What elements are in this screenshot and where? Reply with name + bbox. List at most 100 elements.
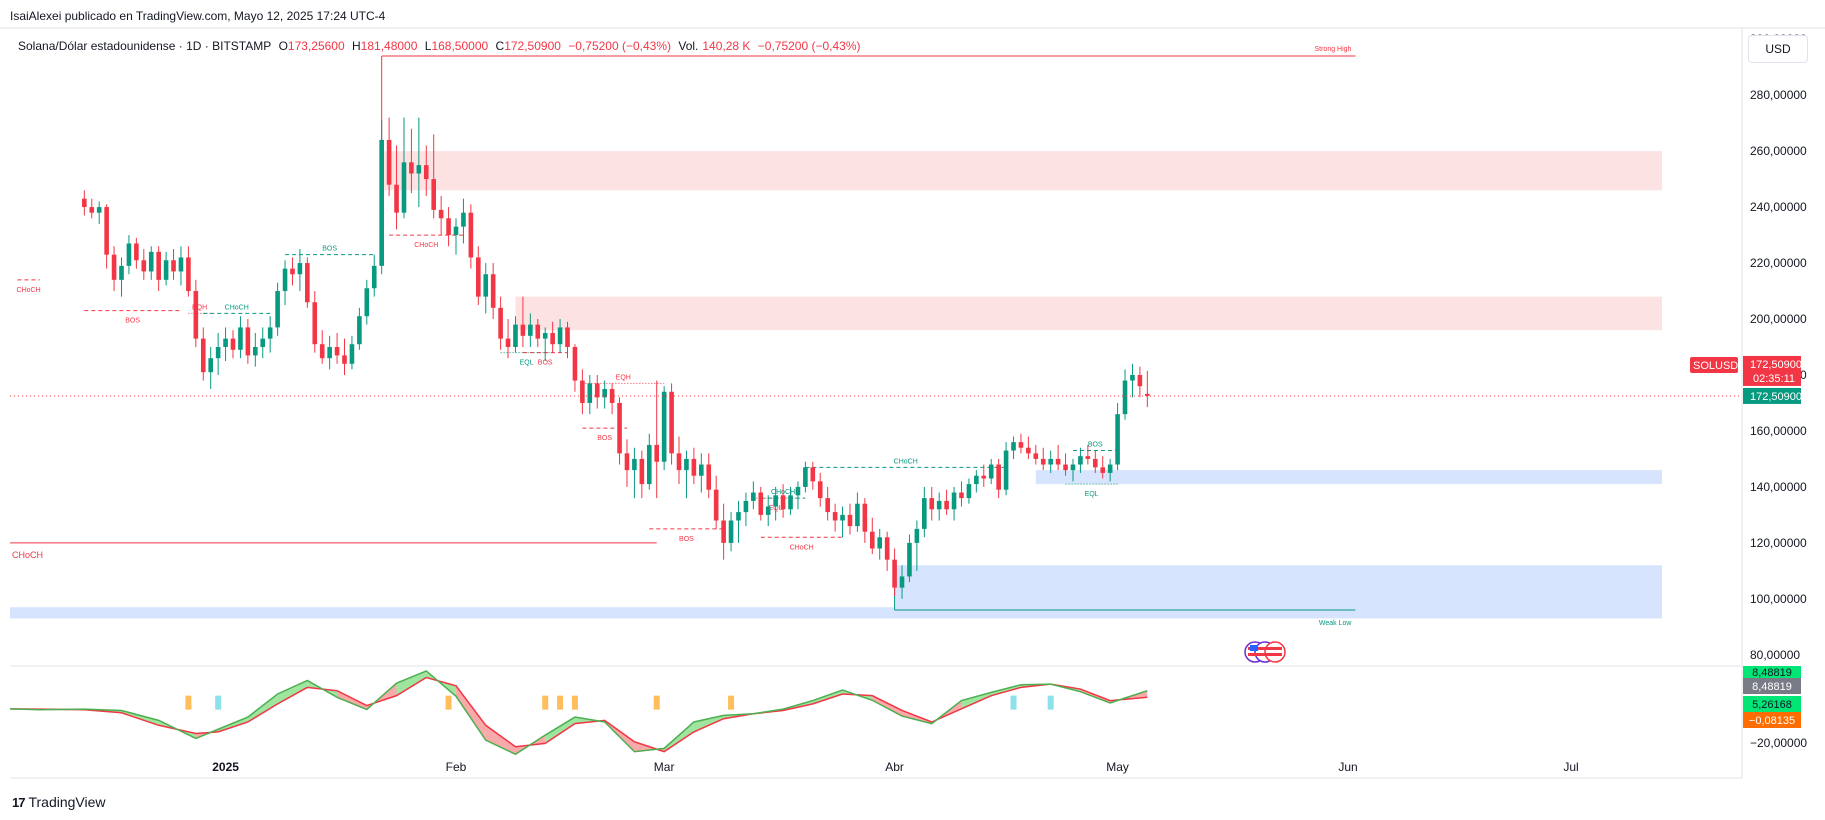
candle-body	[334, 347, 340, 356]
candle-body	[171, 260, 176, 272]
candle-body	[238, 327, 243, 350]
candle-body	[148, 251, 154, 272]
candle-body	[156, 251, 161, 280]
symbol-name[interactable]: Solana/Dólar estadounidense · 1D · BITST…	[18, 39, 272, 53]
candle-body	[364, 288, 370, 317]
currency-button[interactable]: USD	[1748, 35, 1808, 63]
y-tick-label: 280,00000	[1750, 88, 1807, 102]
level-label: Weak Low	[1319, 620, 1352, 627]
candle-body	[936, 500, 942, 510]
candle-body	[513, 324, 518, 347]
osc-fill	[456, 685, 486, 741]
flag-icons[interactable]	[1244, 641, 1286, 663]
tradingview-logo[interactable]: 17 TradingView	[12, 794, 106, 810]
osc-tag-3-bg	[1743, 696, 1801, 712]
y-tick-label: 200,00000	[1750, 312, 1807, 326]
volume-change: −0,75200 (−0,43%)	[757, 39, 861, 53]
structure-label-3: CHoCH	[225, 304, 249, 311]
candle-body	[104, 207, 109, 255]
candle-body	[751, 492, 756, 501]
candle-body	[446, 218, 451, 236]
candle-body	[461, 212, 466, 227]
price-axis[interactable]: 80,00000 100,00000 120,00000 140,00000 160,0…	[1750, 32, 1807, 662]
candle-body	[699, 464, 704, 476]
y-tick-label: 100,00000	[1750, 592, 1807, 606]
us-flag-icon[interactable]	[1264, 641, 1286, 663]
candle-body	[498, 307, 503, 339]
candle-body	[758, 492, 764, 515]
candle-body	[922, 498, 927, 529]
candle-body	[550, 333, 555, 345]
osc-fill	[337, 690, 367, 710]
symbol-legend[interactable]: Solana/Dólar estadounidense · 1D · BITST…	[18, 39, 865, 53]
candle-body	[602, 388, 607, 398]
candle-body	[186, 257, 191, 292]
candle-body	[379, 139, 384, 266]
candle-body	[342, 355, 347, 364]
candle-body	[438, 209, 444, 219]
osc-fill	[485, 725, 516, 755]
time-axis[interactable]: 2025 Feb Mar Abr May Jun Jul	[212, 760, 1578, 774]
candle-body	[223, 338, 228, 347]
volume-label: Vol.	[678, 39, 699, 53]
osc-signal-bar	[557, 695, 564, 710]
candle-body	[765, 506, 771, 515]
candle-body	[282, 268, 288, 292]
candle-body	[245, 327, 251, 356]
tradingview-brand: TradingView	[28, 794, 106, 810]
candle-body	[1018, 442, 1024, 448]
close-label: C	[495, 39, 505, 53]
y-tick-label: 140,00000	[1750, 480, 1807, 494]
zones-layer	[10, 151, 1663, 619]
candle-body	[817, 481, 823, 499]
close-value: 172,50900	[504, 39, 561, 53]
candle-body	[840, 514, 845, 521]
demand-zone-4	[10, 607, 1662, 619]
candles-layer	[82, 117, 1150, 599]
candle-body	[134, 243, 139, 261]
level-label: CHoCH	[12, 550, 43, 560]
structure-label-14: CHoCH	[894, 458, 918, 465]
demand-zone-3	[894, 565, 1662, 613]
candle-body	[580, 380, 585, 403]
price-tag-price: 172,50900	[1750, 359, 1802, 371]
candle-body	[401, 162, 407, 213]
y-tick-label: 80,00000	[1750, 648, 1800, 662]
open-value: 173,25600	[287, 39, 345, 53]
flag-stripes	[1248, 653, 1282, 656]
candle-body	[505, 338, 511, 347]
candle-body	[1100, 467, 1106, 473]
osc-signal-bar	[1010, 695, 1017, 710]
candle-body	[416, 165, 422, 174]
candle-body	[409, 162, 414, 174]
candle-body	[357, 316, 362, 345]
candle-body	[944, 500, 949, 510]
candle-body	[825, 498, 830, 513]
candle-body	[1078, 456, 1083, 465]
x-tick-label: Jun	[1338, 760, 1357, 774]
structure-label-7: BOS	[538, 360, 553, 367]
candle-body	[691, 458, 697, 476]
level-label: Strong High	[1314, 46, 1351, 53]
candle-body	[96, 207, 102, 213]
candle-body	[565, 327, 570, 347]
structure-label-16: EQL	[1085, 491, 1099, 498]
candle-body	[483, 274, 489, 297]
candle-body	[855, 503, 860, 527]
structure-label-5: CHoCH	[414, 242, 438, 249]
structure-label-4: BOS	[322, 246, 337, 253]
candle-body	[394, 184, 399, 213]
x-tick-label: Abr	[885, 760, 904, 774]
price-tag-countdown: 02:35:11	[1753, 373, 1795, 385]
candle-body	[721, 520, 726, 543]
candle-body	[713, 489, 719, 521]
flag-stripes	[1248, 647, 1282, 650]
osc-fill	[872, 695, 903, 717]
flag-canton	[1250, 645, 1258, 651]
x-tick-label: Jul	[1563, 760, 1578, 774]
candle-body	[163, 260, 169, 280]
tradingview-logo-icon: 17	[12, 794, 26, 810]
candle-body	[1130, 374, 1135, 381]
candle-body	[795, 486, 801, 496]
